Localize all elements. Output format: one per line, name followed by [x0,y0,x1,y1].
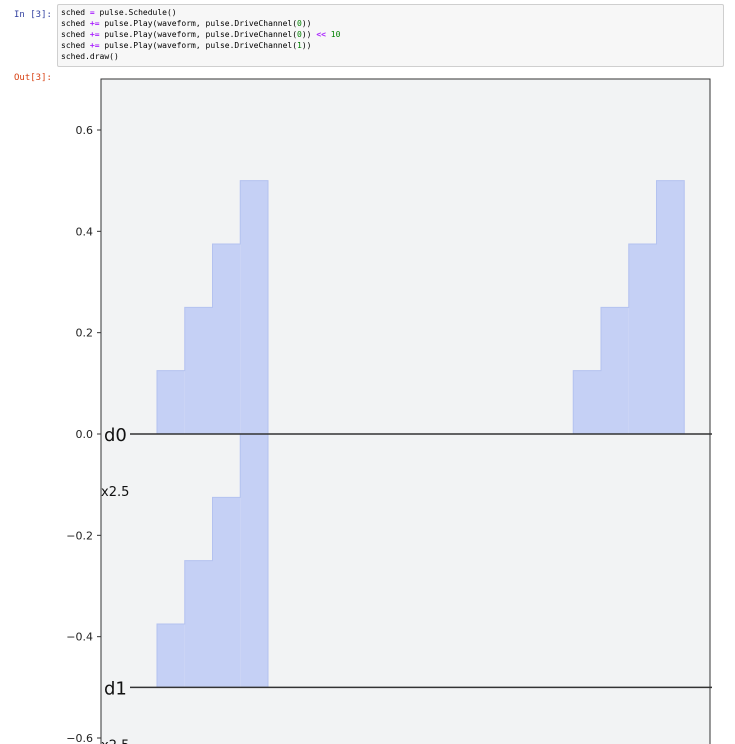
waveform-step [601,307,629,434]
waveform-step [573,370,601,434]
y-tick-label: 0.2 [76,327,94,340]
code-token: 0 [297,29,302,39]
channel-scale-label: x2.5 [101,738,129,744]
code-line: sched.draw() [61,52,723,63]
code-token: 1 [297,40,302,50]
code-token: pulse.Play(waveform, pulse.DriveChannel( [99,40,298,50]
code-token: sched [61,29,90,39]
code-token: pulse.Play(waveform, pulse.DriveChannel( [99,29,298,39]
y-tick-label: 0.6 [76,124,94,137]
channel-baselines [130,433,712,689]
code-token: += [89,40,100,50]
code-token: sched.draw() [61,51,119,61]
waveform-step [212,244,241,434]
waveform-outline [156,180,269,434]
channel-labels: d0 x2.5 d1 x2.5 [101,425,129,744]
waveform-step [184,560,213,688]
y-axis: 0.6 0.4 0.2 0.0 −0.2 −0.4 −0.6 [66,124,101,744]
code-token: )) [301,18,312,28]
channel-name-label: d0 [104,425,127,446]
waveform-step [157,370,185,434]
code-token: sched [61,18,90,28]
code-line: sched += pulse.Play(waveform, pulse.Driv… [61,41,723,52]
waveform-step [240,434,268,688]
code-token: pulse.Play(waveform, pulse.DriveChannel( [99,18,298,28]
code-token: )) [301,29,317,39]
code-token: << [316,29,326,39]
code-token: )) [301,40,312,50]
code-token: pulse.Schedule() [94,8,177,17]
waveform-step [240,180,268,434]
output-prompt: Out[3]: [14,73,52,83]
waveform-step [628,244,657,434]
code-token: 0 [297,18,302,28]
y-tick-label: −0.2 [66,529,93,542]
code-line: sched += pulse.Play(waveform, pulse.Driv… [61,30,723,41]
channel-name-label: d1 [104,678,127,699]
code-token: += [89,18,100,28]
code-token: 10 [330,29,341,39]
waveform-step [184,307,213,434]
channel-scale-label: x2.5 [101,485,129,500]
code-line: sched += pulse.Play(waveform, pulse.Driv… [61,19,723,30]
code-line: sched = pulse.Schedule() [61,8,723,19]
waveform-step [212,497,241,688]
code-cell[interactable]: sched = pulse.Schedule() sched += pulse.P… [57,4,724,67]
waveform-step [157,624,185,688]
input-prompt: In [3]: [14,10,52,20]
y-tick-label: −0.6 [66,732,93,744]
y-tick-label: 0.0 [76,428,94,441]
y-tick-label: 0.4 [76,225,94,238]
waveform-step [656,180,685,434]
y-tick-label: −0.4 [66,631,93,644]
code-token: sched [61,8,90,17]
waveform-outline [572,180,685,434]
code-token: sched [61,40,90,50]
code-token: = [89,8,95,17]
code-token: += [89,29,100,39]
waveform-fills [156,180,685,688]
